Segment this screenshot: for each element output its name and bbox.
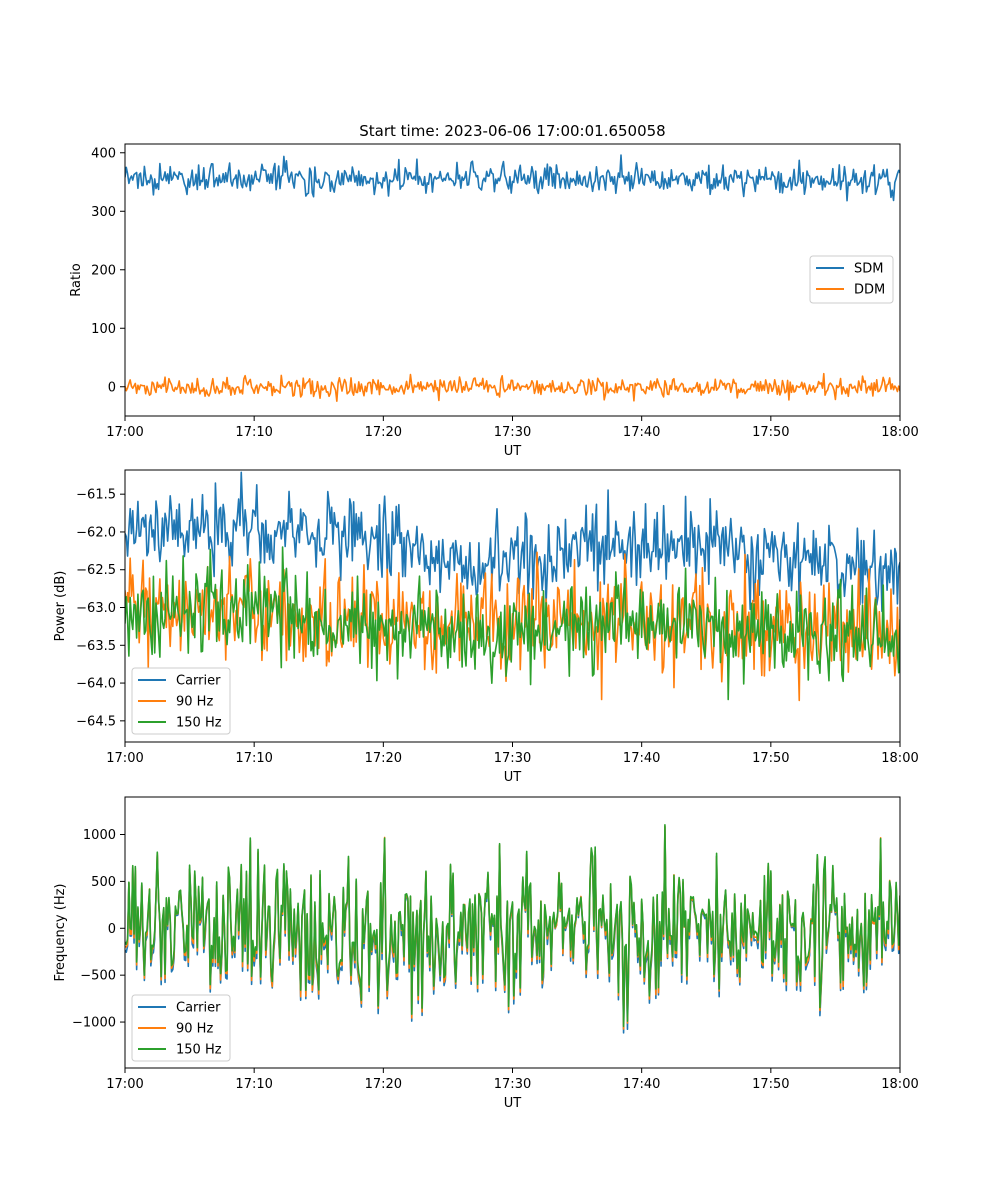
y-tick-label: 1000	[83, 828, 116, 843]
y-tick-label: −1000	[72, 1016, 116, 1031]
x-tick-label: 17:10	[235, 751, 272, 766]
series-line-150-hz	[125, 823, 900, 1028]
legend: Carrier 90 Hz 150 Hz	[131, 994, 231, 1062]
legend-box	[131, 994, 231, 1062]
figure-title: Start time: 2023-06-06 17:00:01.650058	[359, 122, 665, 140]
y-tick-label: −62.0	[76, 525, 116, 540]
y-tick-label: 200	[91, 263, 116, 278]
legend-label: SDM	[854, 262, 883, 277]
x-tick-label: 17:20	[365, 425, 402, 440]
series-line-sdm	[125, 154, 900, 202]
legend-label: 90 Hz	[176, 1022, 213, 1037]
legend: Carrier 90 Hz 150 Hz	[131, 667, 231, 735]
x-axis-label: UT	[504, 1096, 522, 1111]
x-tick-label: 17:30	[494, 425, 531, 440]
series-group	[125, 823, 900, 1034]
y-tick-label: 500	[91, 875, 116, 890]
y-tick-label: −61.5	[76, 488, 116, 503]
legend-label: Carrier	[176, 1001, 221, 1016]
legend-label: 150 Hz	[176, 1043, 222, 1058]
y-tick-label: 300	[91, 205, 116, 220]
series-line-carrier	[125, 471, 900, 613]
x-tick-label: 17:30	[494, 751, 531, 766]
panels: 17:00 17:10 17:20 17:30 17:40 17:50 18:00 0 100 2…	[53, 143, 919, 1111]
y-tick-label: −500	[80, 969, 116, 984]
x-axis-label: UT	[504, 770, 522, 785]
legend: SDM DDM	[809, 255, 894, 304]
x-tick-label: 17:40	[623, 751, 660, 766]
y-tick-label: 100	[91, 322, 116, 337]
x-axis-label: UT	[504, 444, 522, 459]
x-tick-label: 17:40	[623, 425, 660, 440]
y-tick-label: −63.5	[76, 639, 116, 654]
x-tick-label: 17:00	[106, 425, 143, 440]
y-tick-label: −64.5	[76, 714, 116, 729]
legend-label: 150 Hz	[176, 716, 222, 731]
series-group	[125, 471, 900, 702]
series-line-150-hz	[125, 546, 900, 701]
y-tick-label: −64.0	[76, 677, 116, 692]
x-tick-label: 17:10	[235, 425, 272, 440]
y-axis-label: Ratio	[69, 263, 84, 296]
chart-panel-3: 17:00 17:10 17:20 17:30 17:40 17:50 18:00 −1000…	[53, 796, 919, 1111]
x-tick-label: 17:30	[494, 1077, 531, 1092]
y-tick-label: 0	[108, 922, 116, 937]
y-tick-label: 0	[108, 380, 116, 395]
x-tick-label: 17:00	[106, 751, 143, 766]
x-tick-label: 17:00	[106, 1077, 143, 1092]
legend-label: 90 Hz	[176, 695, 213, 710]
legend-label: DDM	[854, 283, 885, 298]
y-tick-label: 400	[91, 146, 116, 161]
series-line-ddm	[125, 372, 900, 402]
y-axis-label: Frequency (Hz)	[53, 883, 68, 981]
x-tick-label: 18:00	[881, 425, 918, 440]
y-axis-label: Power (dB)	[53, 571, 68, 642]
legend-label: Carrier	[176, 674, 221, 689]
x-tick-label: 17:40	[623, 1077, 660, 1092]
chart-panel-2: 17:00 17:10 17:20 17:30 17:40 17:50 18:00 −64.5…	[53, 469, 919, 785]
x-tick-label: 17:50	[752, 751, 789, 766]
x-tick-label: 17:50	[752, 425, 789, 440]
x-tick-label: 18:00	[881, 751, 918, 766]
legend-box	[131, 667, 231, 735]
series-group	[125, 154, 900, 402]
y-tick-label: −63.0	[76, 601, 116, 616]
x-tick-label: 17:10	[235, 1077, 272, 1092]
x-tick-label: 17:50	[752, 1077, 789, 1092]
x-tick-label: 18:00	[881, 1077, 918, 1092]
x-tick-label: 17:20	[365, 751, 402, 766]
chart-panel-1: 17:00 17:10 17:20 17:30 17:40 17:50 18:00 0 100 2…	[69, 143, 919, 459]
y-tick-label: −62.5	[76, 563, 116, 578]
x-tick-label: 17:20	[365, 1077, 402, 1092]
